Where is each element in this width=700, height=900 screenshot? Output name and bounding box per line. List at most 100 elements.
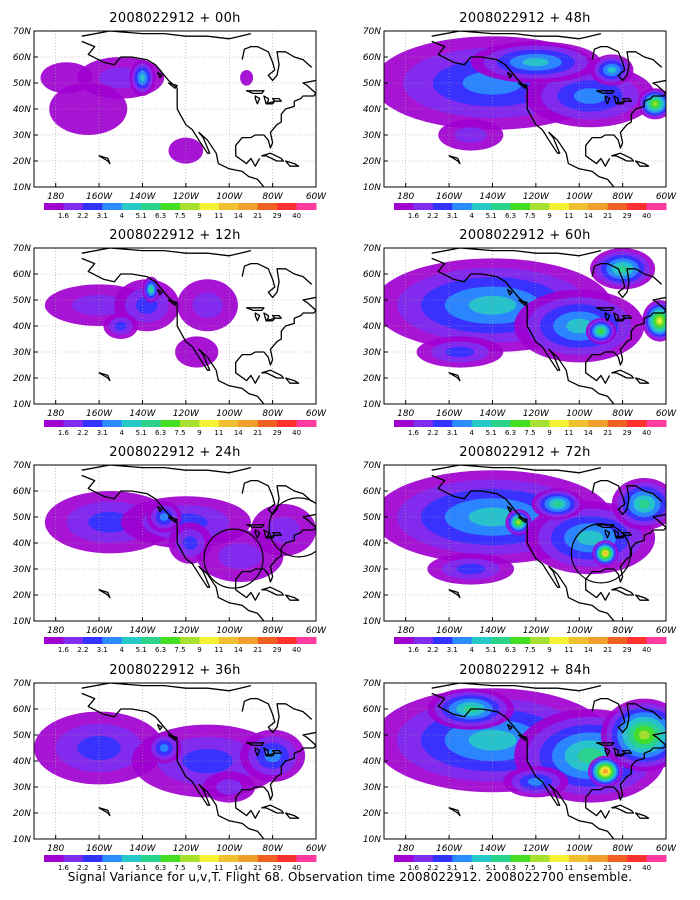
colorbar-swatch [471, 420, 492, 427]
x-tick-label: 100W [216, 192, 243, 202]
island-outline [448, 155, 461, 165]
y-tick-label: 20N [363, 374, 381, 384]
panel-title: 2008022912 + 60h [459, 228, 590, 243]
x-tick-label: 120W [173, 192, 200, 202]
y-tick-label: 30N [363, 565, 381, 575]
island-outline [634, 812, 650, 819]
colorbar-label: 29 [623, 646, 632, 654]
highlight-circle [203, 528, 264, 589]
map-panel-60h: 2008022912 + 60h 10N 20N 30N 40N 50N 60N 70N 180… [363, 228, 677, 437]
island-outline [167, 516, 178, 523]
y-tick-label: 40N [363, 757, 381, 767]
x-tick-label: 160W [86, 409, 113, 419]
colorbar-swatch [627, 420, 648, 427]
colorbar-swatch [646, 203, 667, 210]
great-lake-outline [271, 531, 282, 536]
variance-contour [577, 530, 604, 546]
map-panel-48h: 2008022912 + 48h 10N 20N 30N 40N 50N 60N 70N 180… [363, 11, 677, 220]
colorbar-swatch [588, 855, 609, 862]
panel-title: 2008022912 + 84h [459, 663, 590, 678]
great-lake-outline [595, 90, 615, 95]
island-outline [611, 369, 635, 379]
coastline [585, 513, 666, 601]
x-tick-label: 160W [436, 844, 463, 854]
great-lake-outline [595, 742, 615, 747]
colorbar-label: 3.1 [97, 212, 108, 220]
figure-caption: Signal Variance for u,v,T. Flight 68. Ob… [67, 870, 633, 884]
colorbar-label: 5.1 [136, 429, 147, 437]
great-lake-outline [265, 100, 276, 105]
colorbar-swatch [277, 855, 298, 862]
y-tick-label: 40N [363, 322, 381, 332]
island-outline [448, 589, 461, 599]
colorbar-label: 40 [642, 212, 651, 220]
y-tick-label: 10N [13, 617, 31, 627]
colorbar-swatch [257, 855, 278, 862]
colorbar-swatch [218, 855, 239, 862]
colorbar-swatch [238, 637, 259, 644]
colorbar-swatch [646, 420, 667, 427]
colorbar-swatch [452, 420, 473, 427]
variance-contour [603, 551, 608, 556]
highlight-circle [570, 523, 632, 584]
colorbar-swatch [510, 420, 531, 427]
x-tick-label: 120W [523, 409, 550, 419]
y-tick-label: 70N [13, 679, 31, 689]
colorbar-label: 40 [292, 212, 301, 220]
island-outline [98, 372, 111, 382]
colorbar-swatch [63, 420, 84, 427]
colorbar-swatch [607, 855, 628, 862]
y-tick-label: 10N [363, 617, 381, 627]
y-tick-label: 70N [363, 27, 381, 37]
colorbar-swatch [257, 420, 278, 427]
colorbar-label: 14 [584, 212, 593, 220]
coastline [585, 731, 666, 819]
colorbar-label: 7.5 [524, 212, 535, 220]
colorbar-swatch [452, 855, 473, 862]
x-tick-label: 140W [479, 844, 506, 854]
island-outline [284, 377, 300, 384]
variance-contour [638, 730, 650, 740]
colorbar-swatch [627, 637, 648, 644]
colorbar-swatch [121, 203, 142, 210]
colorbar-label: 7.5 [174, 212, 185, 220]
x-tick-label: 80W [612, 409, 633, 419]
great-lake-outline [604, 312, 611, 322]
y-tick-label: 60N [13, 270, 31, 280]
x-tick-label: 180 [47, 409, 64, 419]
colorbar-label: 21 [603, 429, 612, 437]
colorbar-swatch [394, 420, 414, 427]
colorbar-label: 29 [623, 429, 632, 437]
colorbar-swatch [238, 203, 259, 210]
island-outline [284, 160, 300, 167]
x-tick-label: 180 [47, 192, 64, 202]
variance-contour [159, 744, 169, 752]
colorbar-label: 9 [197, 212, 201, 220]
colorbar-label: 1.6 [58, 212, 70, 220]
variance-contour [598, 329, 604, 334]
x-tick-label: 180 [47, 844, 64, 854]
y-tick-label: 40N [13, 105, 31, 115]
y-tick-label: 10N [363, 835, 381, 845]
colorbar-label: 21 [253, 646, 262, 654]
colorbar-swatch [530, 420, 550, 427]
colorbar-label: 11 [214, 429, 223, 437]
y-tick-label: 60N [363, 705, 381, 715]
colorbar-swatch [471, 637, 492, 644]
colorbar-swatch [180, 203, 200, 210]
colorbar-label: 7.5 [174, 864, 185, 872]
variance-contour [192, 292, 223, 319]
colorbar-label: 14 [584, 646, 593, 654]
colorbar-swatch [199, 203, 220, 210]
island-outline [506, 71, 513, 79]
colorbar-swatch [627, 855, 648, 862]
y-tick-label: 40N [13, 322, 31, 332]
colorbar-swatch [491, 420, 512, 427]
colorbar-label: 6.3 [155, 864, 166, 872]
panel-title: 2008022912 + 12h [109, 228, 240, 243]
map-panel-12h: 2008022912 + 12h 10N 20N 30N 40N 50N 60N 70N 180… [13, 228, 327, 437]
colorbar-swatch [277, 203, 298, 210]
y-tick-label: 60N [13, 705, 31, 715]
island-outline [167, 734, 178, 741]
x-tick-label: 160W [436, 626, 463, 636]
